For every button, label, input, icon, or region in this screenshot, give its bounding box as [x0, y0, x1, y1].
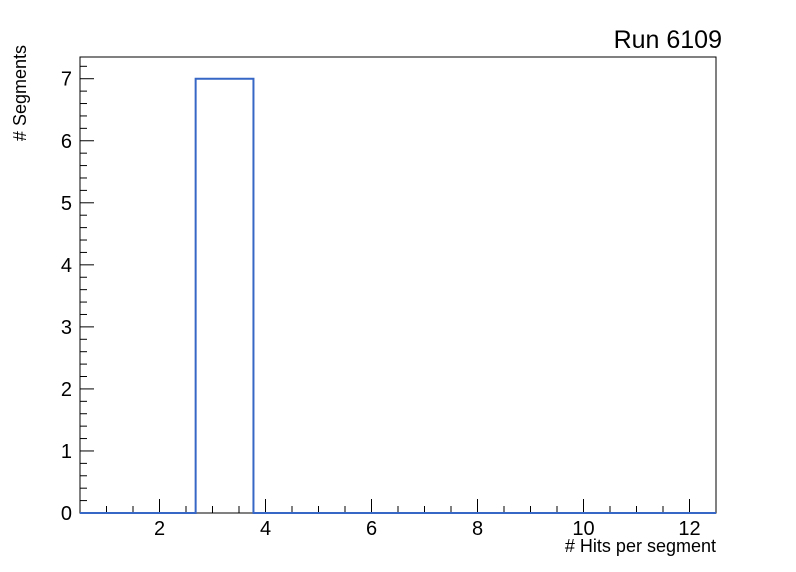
y-tick-label: 1: [61, 441, 72, 463]
x-tick-label: 6: [366, 518, 377, 540]
plot-frame: [79, 56, 717, 514]
y-tick-label: 0: [61, 503, 72, 525]
y-tick-label: 6: [61, 131, 72, 153]
x-tick-label: 4: [260, 518, 271, 540]
y-tick-label: 2: [61, 379, 72, 401]
y-tick-label: 7: [61, 69, 72, 91]
y-axis-ticks: [80, 65, 94, 514]
x-tick-label: 12: [678, 518, 700, 540]
y-axis-tick-labels: 0 1 2 3 4 5 6 7: [61, 69, 72, 525]
histogram-line: [80, 77, 716, 514]
x-tick-label: 8: [472, 518, 483, 540]
chart-title: Run 6109: [614, 26, 722, 54]
x-tick-label: 2: [154, 518, 165, 540]
x-tick-label: 10: [572, 518, 594, 540]
x-axis-tick-labels: 2 4 6 8 10 12: [154, 518, 701, 540]
y-tick-label: 4: [61, 255, 72, 277]
x-axis-ticks: [106, 499, 690, 513]
y-tick-label: 5: [61, 193, 72, 215]
y-axis-title: # Segments: [10, 45, 30, 141]
y-tick-label: 3: [61, 317, 72, 339]
x-axis-title: # Hits per segment: [565, 536, 716, 556]
